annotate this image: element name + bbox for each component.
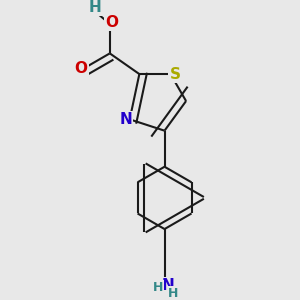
Text: O: O xyxy=(105,15,118,30)
Text: N: N xyxy=(161,278,174,293)
Text: H: H xyxy=(168,287,178,300)
Text: O: O xyxy=(74,61,88,76)
Text: S: S xyxy=(169,67,181,82)
Text: H: H xyxy=(153,280,163,294)
Text: H: H xyxy=(88,0,101,15)
Text: N: N xyxy=(119,112,132,127)
